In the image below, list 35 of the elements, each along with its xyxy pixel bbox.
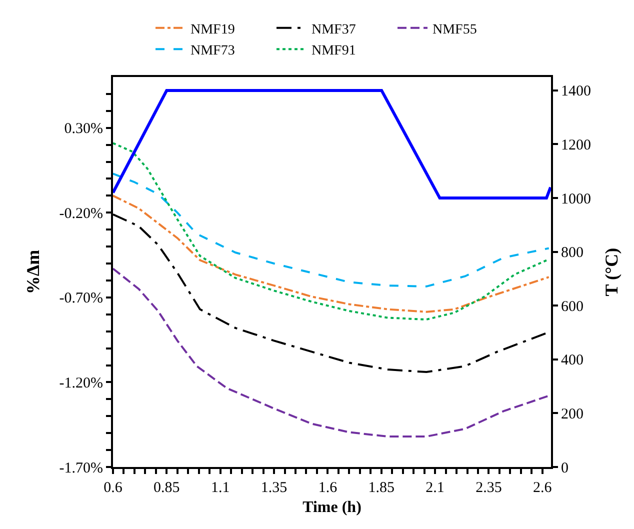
legend-label: NMF91	[312, 44, 356, 59]
x-tick-label: 1.35	[260, 480, 288, 496]
x-tick-label: 1.6	[318, 480, 338, 496]
x-tick-label: 2.6	[533, 480, 552, 496]
y2-axis-title: T (°C)	[602, 248, 622, 296]
y-tick-label: -0.70%	[59, 290, 103, 307]
y2-tick-label: 1000	[561, 191, 591, 208]
x-tick-label: 1.1	[210, 480, 230, 496]
line-series	[113, 142, 550, 320]
y-axis-title: %Δm	[22, 250, 43, 294]
y2-tick-label: 600	[561, 298, 584, 315]
line-series	[113, 88, 551, 200]
y2-tick-label: 200	[561, 406, 584, 422]
x-tick-label: 1.85	[368, 480, 395, 496]
y2-tick-label: 400	[561, 352, 584, 369]
x-tick-label: 2.1	[426, 480, 444, 496]
y-tick-label: -1.70%	[59, 460, 103, 476]
y2-tick-label: 1400	[561, 84, 591, 100]
legend-label: NMF37	[312, 22, 356, 38]
y2-tick-label: 0	[561, 460, 568, 476]
x-axis-title: Time (h)	[302, 499, 362, 516]
y-tick-label: -0.20%	[59, 206, 103, 222]
x-tick-label: 0.6	[104, 480, 123, 496]
legend-label: NMF55	[432, 22, 477, 38]
x-tick-label: 2.35	[476, 480, 502, 496]
legend-label: NMF19	[190, 22, 235, 38]
y2-tick-label: 800	[561, 245, 584, 262]
y-tick-label: 0.30%	[64, 121, 103, 138]
line-series	[113, 268, 550, 438]
y2-tick-label: 1200	[561, 137, 591, 154]
y-tick-label: -1.20%	[59, 375, 103, 392]
line-series	[113, 194, 550, 313]
line-series	[113, 172, 550, 288]
legend-label: NMF73	[190, 44, 235, 59]
x-tick-label: 0.85	[154, 480, 180, 496]
